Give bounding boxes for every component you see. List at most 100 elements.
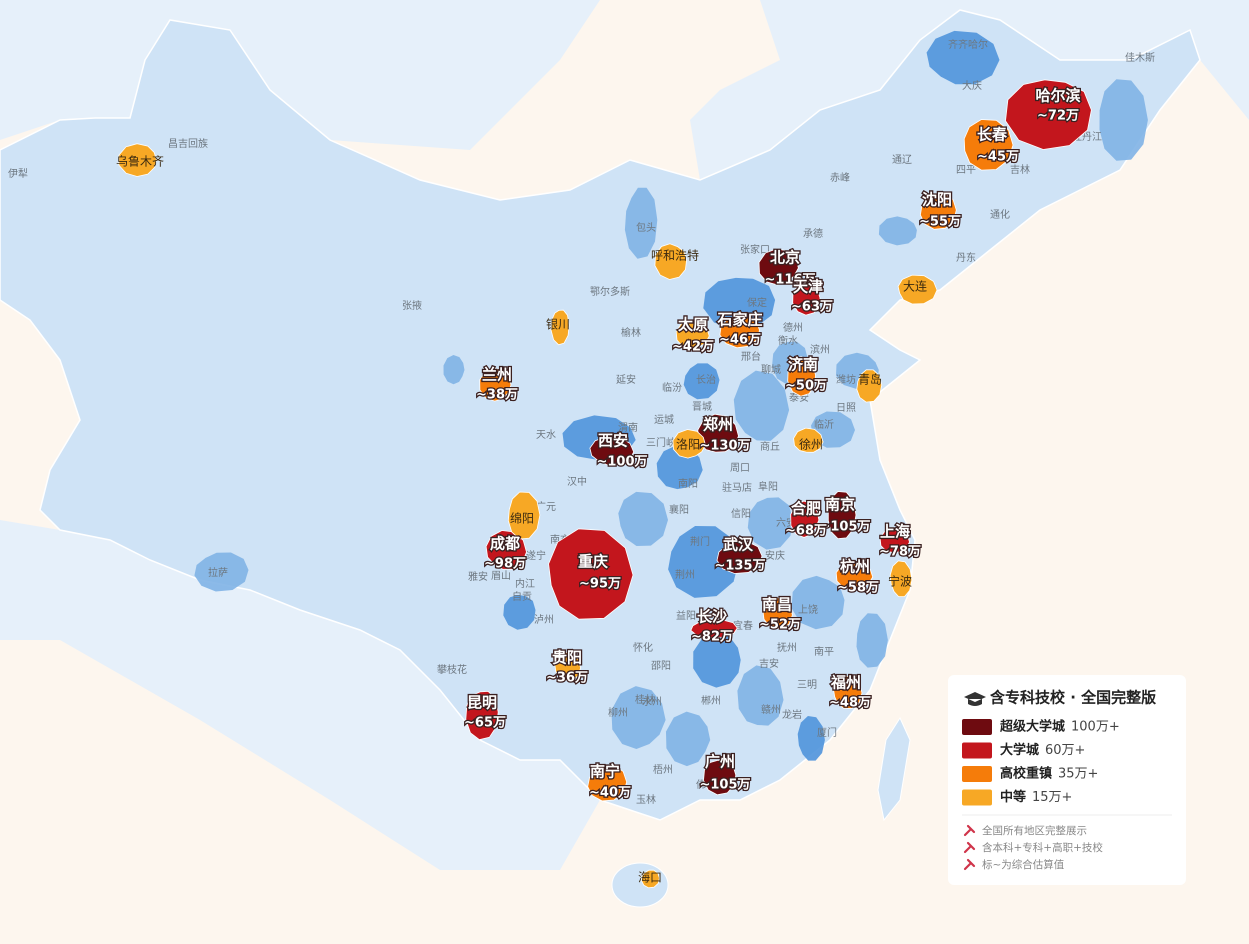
city-area <box>690 619 738 639</box>
province-patch <box>618 491 668 546</box>
city-area <box>889 560 913 597</box>
place-label: 内江 <box>515 577 535 590</box>
place-label: 周口 <box>730 462 750 474</box>
city-name: 贵阳 <box>552 649 582 667</box>
city-name: 沈阳 <box>922 191 952 209</box>
city-value: ~38万 <box>476 388 518 403</box>
city-value: ~63万 <box>791 300 833 315</box>
city-name: 兰州 <box>482 366 512 384</box>
place-label: 聊城 <box>761 363 781 376</box>
city-name: 北京 <box>770 249 800 267</box>
city-value: ~58万 <box>837 581 879 596</box>
place-label: 益阳 <box>676 609 696 622</box>
legend-threshold: 35万+ <box>1058 767 1098 782</box>
legend-note: 全国所有地区完整展示 <box>982 824 1087 837</box>
city-name: 南宁 <box>590 763 620 781</box>
legend-note: 标~为综合估算值 <box>982 858 1065 871</box>
province-patch <box>683 363 720 400</box>
city-area <box>963 119 1014 171</box>
legend-swatch <box>962 766 992 782</box>
place-label: 邢台 <box>741 350 761 363</box>
place-label: 渭南 <box>618 421 638 434</box>
province-patch <box>737 665 784 726</box>
place-label: 怀化 <box>633 641 653 654</box>
city-value: ~105万 <box>699 778 750 793</box>
city-area <box>792 281 821 316</box>
legend: 含专科技校 · 全国完整版 超级大学城 100万+ 大学城 60万+ 高校重镇 35万+ 中… <box>948 675 1186 885</box>
city-area <box>675 319 710 349</box>
city-value: ~130万 <box>699 439 750 454</box>
pin-icon <box>963 858 976 871</box>
place-label: 榆林 <box>621 326 641 339</box>
place-label: 郴州 <box>701 694 721 707</box>
legend-name: 超级大学城 <box>1000 719 1065 735</box>
city-value: ~72万 <box>1037 109 1079 124</box>
city-area <box>1005 79 1092 150</box>
province-patch <box>443 355 465 385</box>
place-label: 雅安 <box>468 570 488 583</box>
legend-swatch <box>962 789 992 806</box>
province-patch <box>693 632 741 688</box>
place-label: 信阳 <box>731 508 751 520</box>
place-label: 上饶 <box>798 603 818 616</box>
place-label: 自贡 <box>512 590 532 603</box>
place-label: 张掖 <box>402 299 422 312</box>
place-label: 梧州 <box>653 763 673 776</box>
city-area <box>479 367 512 402</box>
place-label: 长治 <box>696 373 716 386</box>
city-value: ~48万 <box>829 696 871 711</box>
place-label: 天水 <box>536 429 556 441</box>
city-name: 昆明 <box>467 694 497 712</box>
land <box>0 520 600 870</box>
province-patch <box>797 716 825 761</box>
city-area <box>548 528 634 620</box>
city-area <box>118 143 157 177</box>
city-name: 绵阳 <box>510 512 534 526</box>
place-label: 赣州 <box>761 703 781 716</box>
city-area <box>465 690 499 741</box>
place-label: 晋城 <box>692 401 712 413</box>
city-area <box>758 248 799 286</box>
place-label: 鄂尔多斯 <box>590 285 630 298</box>
place-label: 吉林 <box>1010 163 1030 176</box>
city-value: ~82万 <box>691 630 733 645</box>
place-label: 眉山 <box>491 570 511 582</box>
place-label: 安庆 <box>765 549 785 562</box>
city-name: 哈尔滨 <box>1035 87 1080 105</box>
city-name: 银川 <box>546 318 570 332</box>
city-value: ~95万 <box>579 577 621 592</box>
place-label: 商丘 <box>760 440 780 453</box>
city-area <box>507 491 541 540</box>
city-area <box>640 869 660 889</box>
place-label: 昌吉回族 <box>168 137 208 150</box>
place-label: 潍坊 <box>836 373 856 386</box>
city-name: 杭州 <box>840 558 870 576</box>
place-label: 延安 <box>616 373 636 386</box>
place-label: 承德 <box>803 227 823 240</box>
city-name: 武汉 <box>723 536 754 554</box>
city-area <box>827 491 857 540</box>
legend-swatch <box>962 742 992 759</box>
province-patch <box>1099 79 1148 161</box>
city-value: ~105万 <box>819 520 870 535</box>
place-label: 阜阳 <box>758 480 778 493</box>
city-area <box>654 243 688 280</box>
place-label: 泸州 <box>534 614 554 626</box>
province-patch <box>503 594 536 630</box>
city-name: 洛阳 <box>676 437 700 452</box>
place-label: 通辽 <box>892 154 912 166</box>
city-name: 西安 <box>598 432 628 450</box>
city-value: ~78万 <box>879 545 921 560</box>
city-area <box>787 356 816 397</box>
province-patch <box>611 686 666 749</box>
province-patch <box>733 370 790 441</box>
province-patch <box>856 613 888 668</box>
island <box>877 716 911 822</box>
place-label: 三明 <box>797 679 817 691</box>
land <box>0 0 600 150</box>
province-patch <box>624 187 658 259</box>
city-value: ~98万 <box>484 557 526 572</box>
city-value: ~46万 <box>719 333 761 348</box>
city-name: 合肥 <box>790 500 821 518</box>
